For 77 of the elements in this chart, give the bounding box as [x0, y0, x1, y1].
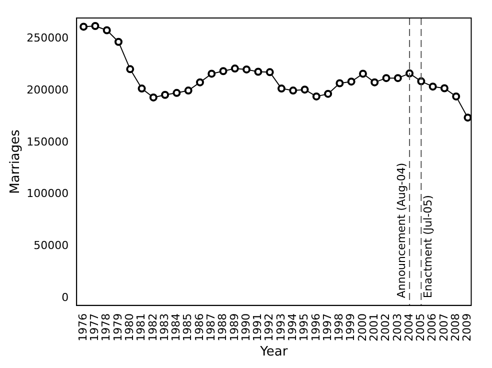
point: [452, 92, 460, 100]
ref-line-label: Announcement (Aug-04): [394, 162, 408, 298]
x-tick-label: 1992: [262, 313, 276, 342]
point: [440, 84, 448, 92]
x-tick-label: 1984: [170, 313, 183, 342]
point: [196, 78, 204, 86]
x-tick-label: 2005: [414, 313, 428, 342]
point: [80, 22, 88, 31]
point: [464, 114, 472, 122]
x-tick-label: 2007: [437, 313, 450, 342]
x-tick-label: 1982: [146, 313, 160, 342]
point: [417, 77, 426, 86]
x-tick-label: 2008: [448, 313, 462, 342]
x-tick-label: 1977: [88, 313, 102, 342]
point: [336, 79, 344, 88]
point: [172, 88, 181, 97]
point: [394, 74, 402, 82]
y-tick-label: 150000: [26, 135, 69, 148]
x-axis-title: Year: [259, 344, 288, 360]
y-tick-label: 250000: [26, 32, 69, 45]
x-tick-label: 1985: [181, 313, 194, 342]
x-tick-label: 1981: [134, 313, 148, 342]
x-tick-label: 1978: [100, 313, 113, 342]
x-tick-label: 2000: [356, 313, 369, 342]
point: [184, 86, 192, 95]
x-tick-label: 1980: [123, 313, 136, 342]
x-tick-label: 1976: [76, 313, 90, 342]
x-tick-label: 1998: [332, 313, 346, 342]
x-tick-label: 1986: [192, 313, 206, 342]
point: [277, 84, 286, 93]
point: [300, 86, 309, 94]
point: [254, 68, 262, 76]
point: [312, 92, 320, 100]
point: [230, 64, 239, 73]
point: [161, 90, 170, 99]
x-tick-label: 1991: [251, 313, 264, 342]
y-tick-label: 200000: [26, 83, 69, 96]
point: [347, 78, 356, 86]
x-tick-label: 1995: [298, 313, 311, 342]
y-tick-label: 50000: [34, 239, 69, 252]
x-tick-label: 1997: [320, 313, 334, 342]
point: [114, 38, 122, 46]
point: [428, 82, 437, 91]
x-tick-label: 1989: [228, 313, 241, 342]
ref-line-label: Enactment (Jul-05): [422, 195, 435, 298]
x-tick-label: 2002: [379, 313, 392, 342]
point: [102, 26, 111, 34]
x-tick-label: 2006: [426, 313, 439, 342]
x-tick-label: 1993: [274, 313, 288, 342]
x-tick-label: 1979: [111, 313, 124, 342]
x-tick-label: 1988: [216, 313, 230, 342]
point: [242, 65, 251, 74]
x-tick-label: 1999: [344, 313, 358, 342]
y-tick-label: 100000: [26, 187, 69, 200]
point: [208, 70, 216, 78]
x-tick-label: 2004: [402, 313, 416, 342]
x-tick-label: 1994: [286, 313, 299, 342]
x-tick-label: 1983: [158, 313, 171, 342]
point: [289, 86, 298, 95]
point: [138, 84, 146, 93]
x-tick-label: 2001: [367, 313, 380, 342]
point: [91, 22, 100, 30]
point: [324, 90, 332, 98]
x-tick-label: 2003: [390, 313, 404, 342]
point: [358, 70, 367, 78]
y-tick-label: 0: [62, 291, 69, 304]
point: [149, 93, 158, 102]
x-tick-label: 1987: [204, 313, 218, 342]
point: [370, 78, 379, 86]
point: [382, 74, 390, 82]
point: [219, 67, 228, 76]
point: [126, 65, 134, 74]
point: [266, 68, 274, 76]
x-tick-label: 2009: [460, 313, 474, 342]
x-tick-label: 1996: [309, 313, 322, 342]
y-axis-title: Marriages: [8, 129, 24, 194]
x-tick-label: 1990: [239, 313, 252, 342]
